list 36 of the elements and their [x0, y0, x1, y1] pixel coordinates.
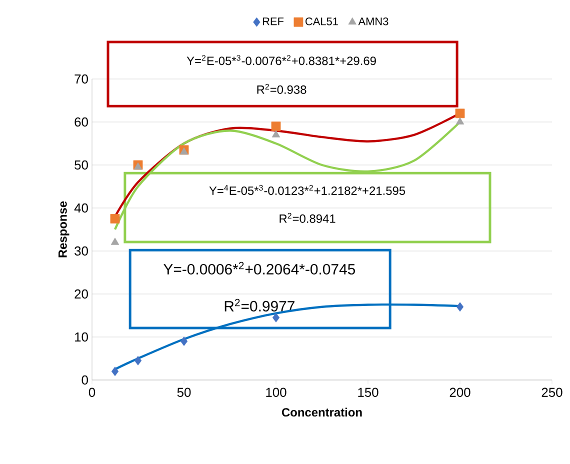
point [455, 108, 465, 118]
point [271, 122, 281, 131]
annotation: R$^{2}$=0.938 [257, 84, 306, 94]
x-tick-label: 250 [542, 388, 562, 397]
x-axis-title: Concentration [282, 408, 362, 417]
x-tick-label: 150 [358, 388, 378, 397]
y-tick-label: 60 [74, 117, 88, 127]
point [272, 130, 280, 138]
point [272, 312, 280, 322]
y-tick-label: 70 [74, 74, 88, 84]
annotation: R$^{2}$=0.9977 [224, 298, 294, 312]
point [110, 214, 120, 224]
annotation: Y=$^{4}$E-05*$^{3}$-0.0123*$^{2}$+1.2182*+21.595 [209, 184, 406, 195]
legend-label: CAL51 [306, 18, 338, 26]
y-tick-label: 30 [74, 246, 88, 256]
point [456, 302, 464, 312]
y-tick-label: 50 [74, 160, 88, 170]
legend-label: REF [262, 18, 284, 26]
point [456, 117, 464, 124]
y-tick-label: 0 [82, 375, 88, 385]
y-axis-title: Response [58, 201, 70, 258]
y-tick-label: 20 [74, 289, 88, 299]
x-tick-label: 200 [450, 388, 470, 397]
y-tick-label: 40 [74, 203, 88, 213]
x-tick-label: 0 [88, 388, 96, 397]
point [110, 238, 120, 245]
x-tick-label: 50 [177, 388, 191, 397]
point [180, 336, 188, 346]
text: Y=$^{2}$E-05*$^{3}$-0.0076*$^{2}$+0.8381*+29.69 [186, 55, 376, 66]
annotation: R$^{2}$=0.8941 [280, 212, 336, 223]
point [111, 366, 119, 376]
x-tick-label: 100 [266, 388, 286, 397]
point [134, 356, 142, 366]
y-tick-label: 10 [75, 332, 88, 342]
legend-label: AMN3 [358, 18, 388, 26]
annotation: Y=-0.0006*$^{2}$+0.2064*-0.0745 [164, 262, 356, 275]
